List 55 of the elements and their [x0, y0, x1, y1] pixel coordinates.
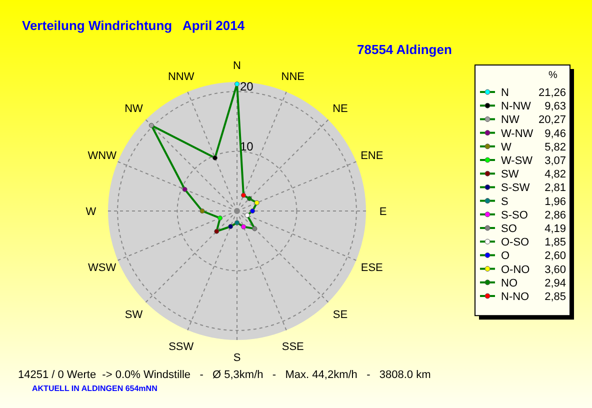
text: 5,82 — [544, 141, 566, 154]
text: 1,85 — [544, 236, 566, 249]
text: 2,60 — [544, 250, 566, 262]
category-label: O-SO — [501, 236, 530, 249]
text: 2,94 — [544, 277, 566, 290]
text: 2,81 — [544, 182, 566, 194]
text: 2,86 — [544, 209, 566, 222]
spoke-label: E — [379, 206, 387, 218]
category-label: N — [501, 87, 509, 99]
text: 4,82 — [544, 168, 566, 181]
spoke-label: SE — [332, 309, 348, 322]
text: 9,46 — [544, 128, 566, 140]
text: 14251 / 0 Werte -> 0.0% Windstille - Ø 5,3km/h - Max. 44,2km/h - 3808.0 km — [18, 369, 431, 381]
text: 1,96 — [544, 196, 566, 208]
spoke-label: WNW — [88, 150, 118, 162]
y-tick-label: 10 — [240, 139, 254, 154]
category-label: NO — [501, 277, 518, 290]
text: 21,26 — [538, 87, 566, 99]
text: 4,19 — [544, 223, 566, 235]
category-label: N-NO — [501, 291, 530, 303]
spoke-label: SSW — [168, 340, 194, 353]
spoke-label: WSW — [88, 262, 117, 274]
spoke-label: NNE — [281, 71, 304, 84]
spoke-label: NW — [124, 102, 144, 115]
spoke-label: S — [233, 352, 241, 364]
spoke-label: NE — [332, 102, 348, 115]
text: AKTUELL IN ALDINGEN 654mNN — [32, 384, 158, 393]
text: 9,63 — [544, 100, 566, 113]
text: 2,85 — [544, 291, 566, 303]
text: 3,60 — [544, 264, 566, 276]
spoke-label: N — [233, 60, 242, 72]
spoke-label: NNW — [168, 71, 195, 84]
legend-title: % — [548, 70, 558, 81]
category-label: SO — [501, 223, 518, 235]
category-label: NW — [501, 114, 520, 126]
category-label: W — [501, 141, 512, 154]
spoke-label: SSE — [282, 340, 304, 353]
chart-title: Verteilung Windrichtung April 2014 — [22, 18, 246, 33]
category-label: S — [501, 196, 508, 208]
category-label: S-SW — [501, 182, 530, 194]
category-label: W-NW — [501, 128, 534, 140]
category-label: N-NW — [501, 100, 532, 113]
text: 20,27 — [538, 114, 566, 126]
category-label: O-NO — [501, 264, 530, 276]
text: 3,07 — [544, 155, 566, 167]
category-label: W-SW — [501, 155, 534, 167]
spoke-label: W — [86, 206, 97, 218]
spoke-label: SW — [124, 309, 144, 322]
category-label: S-SO — [501, 209, 528, 222]
category-label: O — [501, 250, 510, 262]
spoke-label: ESE — [360, 262, 383, 274]
y-tick-label: 20 — [240, 80, 254, 94]
chart-subtitle: 78554 Aldingen — [357, 42, 452, 57]
spoke-label: ENE — [360, 150, 384, 162]
category-label: SW — [501, 168, 520, 181]
